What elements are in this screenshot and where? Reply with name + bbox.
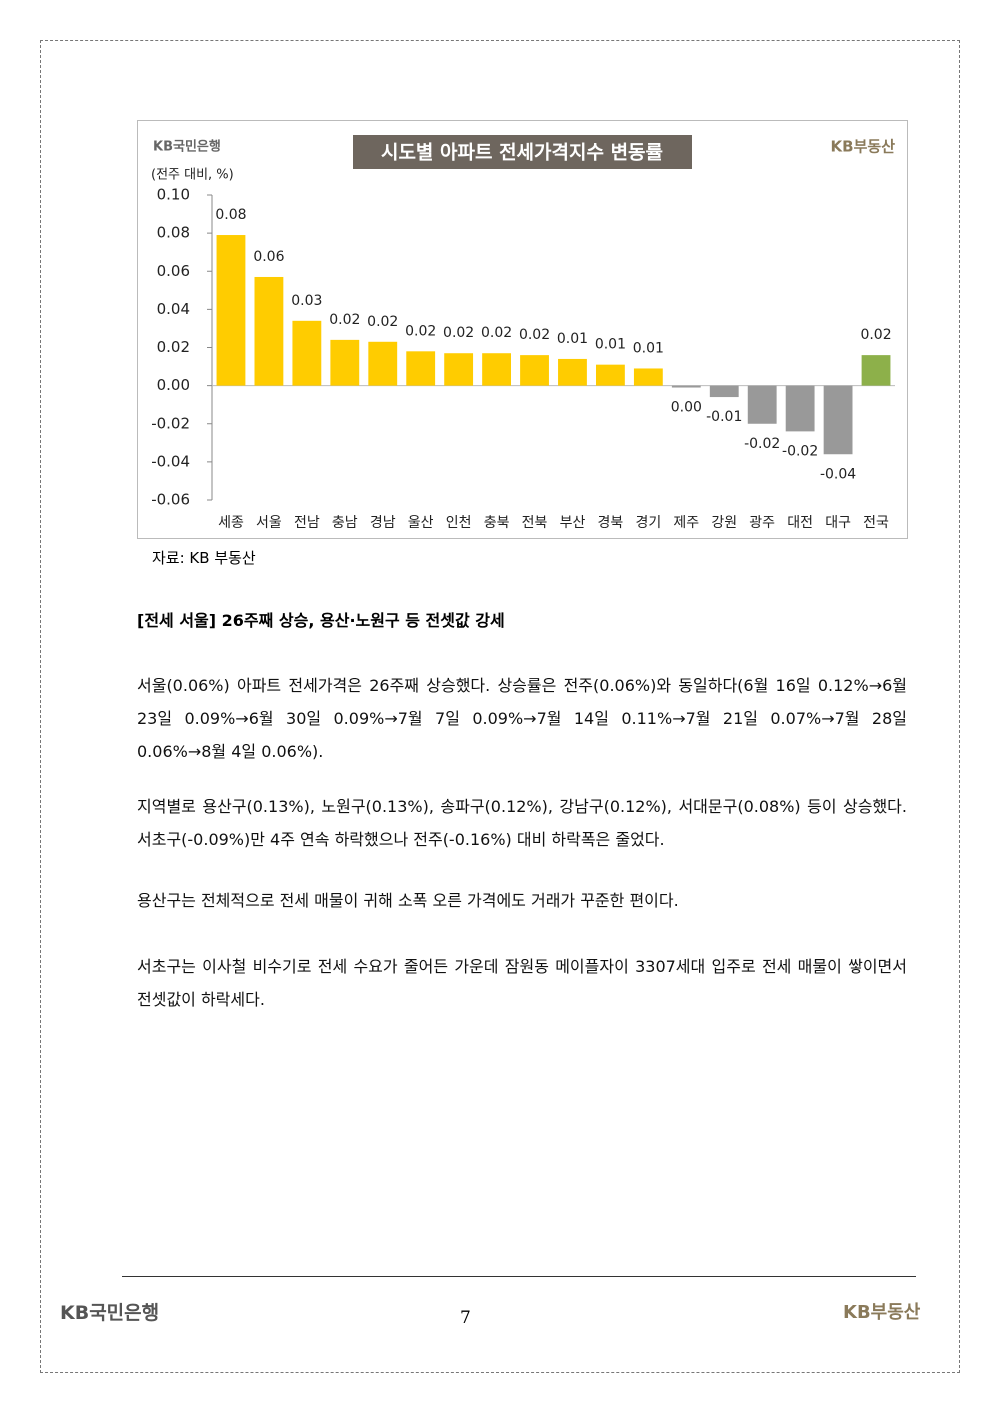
bar — [444, 353, 474, 386]
paragraph: 용산구는 전체적으로 전세 매물이 귀해 소폭 오른 가격에도 거래가 꾸준한 … — [137, 891, 679, 910]
value-label: -0.02 — [782, 443, 818, 459]
chart: KB국민은행 시도별 아파트 전세가격지수 변동률 KB부동산 (전주 대비, … — [137, 120, 908, 539]
x-tick-label: 경남 — [370, 515, 396, 531]
x-tick-label: 경북 — [598, 515, 624, 531]
value-label: 0.01 — [595, 337, 626, 353]
bar — [861, 355, 891, 386]
x-tick-label: 전남 — [294, 515, 320, 531]
x-tick-label: 충북 — [484, 515, 510, 531]
bar — [330, 339, 360, 386]
value-label: 0.02 — [519, 327, 550, 343]
bar — [823, 385, 853, 455]
x-tick-label: 대구 — [825, 515, 851, 531]
x-tick-label: 울산 — [408, 515, 434, 531]
value-label: -0.04 — [820, 466, 856, 482]
bar — [671, 385, 701, 388]
y-tick-label: 0.04 — [157, 300, 190, 318]
bar — [747, 385, 777, 424]
y-tick-label: 0.00 — [157, 376, 190, 394]
value-label: 0.02 — [367, 314, 398, 330]
x-tick-label: 서울 — [256, 515, 282, 531]
paragraph: 서울(0.06%) 아파트 전세가격은 26주째 상승했다. 상승률은 전주(0… — [137, 676, 907, 761]
value-label: 0.08 — [215, 207, 246, 223]
bar — [520, 355, 549, 386]
x-tick-label: 충남 — [332, 515, 358, 531]
bar — [595, 364, 625, 386]
value-label: 0.01 — [633, 340, 664, 356]
y-axis-label: (전주 대비, %) — [151, 168, 234, 183]
bar — [709, 385, 739, 398]
bar — [482, 353, 512, 386]
heading: [전세 서울] 26주째 상승, 용산·노원구 등 전셋값 강세 — [137, 611, 505, 630]
value-label: 0.06 — [253, 249, 284, 265]
bar — [633, 368, 663, 386]
value-label: 0.02 — [329, 312, 360, 328]
x-tick-label: 전북 — [522, 515, 548, 531]
y-tick-label: 0.10 — [157, 186, 190, 204]
value-label: 0.02 — [443, 325, 474, 341]
bar — [558, 358, 587, 386]
x-tick-label: 광주 — [749, 515, 775, 531]
bar — [292, 320, 322, 386]
logo-right: KB부동산 — [831, 138, 896, 156]
x-tick-label: 경기 — [635, 515, 661, 531]
footer-rule — [122, 1276, 916, 1277]
y-tick-label: -0.06 — [151, 491, 190, 509]
value-label: -0.02 — [744, 436, 780, 452]
page-frame — [40, 40, 960, 1373]
bar — [254, 276, 284, 386]
y-tick-label: 0.02 — [157, 338, 190, 356]
bar — [216, 235, 246, 386]
x-tick-label: 세종 — [218, 515, 244, 531]
value-label: 0.02 — [860, 327, 891, 343]
bar — [406, 351, 436, 386]
y-tick-label: 0.06 — [157, 262, 190, 280]
x-tick-label: 제주 — [673, 515, 699, 531]
x-tick-label: 부산 — [560, 515, 586, 531]
footer-logo: KB국민은행 — [60, 1302, 160, 1324]
value-label: 0.03 — [291, 293, 322, 309]
chart-title: 시도별 아파트 전세가격지수 변동률 — [381, 142, 663, 164]
title-box — [353, 135, 692, 169]
bar — [785, 385, 815, 432]
value-label: 0.02 — [405, 323, 436, 339]
value-label: 0.02 — [481, 325, 512, 341]
x-tick-label: 인천 — [446, 515, 472, 531]
x-tick-label: 강원 — [711, 515, 737, 531]
y-tick-label: 0.08 — [157, 224, 190, 242]
footer-logo: KB부동산 — [843, 1302, 921, 1323]
paragraph: 지역별로 용산구(0.13%), 노원구(0.13%), 송파구(0.12%),… — [137, 797, 907, 849]
y-tick-label: -0.04 — [151, 452, 190, 470]
page-number: 7 — [460, 1308, 471, 1328]
y-tick-label: -0.02 — [151, 414, 190, 432]
x-tick-label: 전국 — [863, 515, 889, 531]
value-label: -0.01 — [706, 409, 742, 425]
value-label: 0.00 — [671, 400, 702, 416]
paragraph: 서초구는 이사철 비수기로 전세 수요가 줄어든 가운데 잠원동 메이플자이 3… — [137, 957, 907, 1009]
bar — [368, 341, 398, 386]
value-label: 0.01 — [557, 331, 588, 347]
logo-left: KB국민은행 — [153, 139, 221, 155]
source: 자료: KB 부동산 — [152, 549, 256, 567]
x-tick-label: 대전 — [787, 515, 813, 531]
